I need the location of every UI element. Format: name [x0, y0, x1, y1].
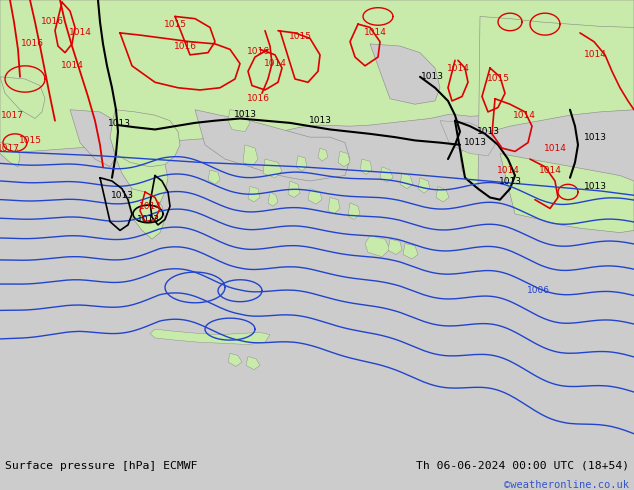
Polygon shape	[0, 0, 634, 17]
Polygon shape	[208, 170, 220, 184]
Text: 1014: 1014	[496, 166, 519, 174]
Text: 1013: 1013	[233, 110, 257, 119]
Polygon shape	[0, 143, 20, 167]
Polygon shape	[110, 110, 180, 167]
Text: 1013: 1013	[108, 120, 131, 128]
Polygon shape	[328, 197, 340, 214]
Polygon shape	[128, 189, 165, 239]
Polygon shape	[228, 353, 242, 367]
Text: 1014: 1014	[543, 144, 566, 152]
Text: 1014: 1014	[512, 111, 536, 120]
Text: Th 06-06-2024 00:00 UTC (18+54): Th 06-06-2024 00:00 UTC (18+54)	[416, 461, 629, 471]
Text: 1014: 1014	[583, 50, 607, 59]
Text: 1015: 1015	[288, 32, 311, 41]
Text: 1014: 1014	[446, 64, 469, 73]
Text: 1014: 1014	[139, 202, 162, 211]
Text: 1016: 1016	[174, 42, 197, 50]
Polygon shape	[263, 159, 282, 178]
Polygon shape	[246, 357, 260, 370]
Text: 1016: 1016	[247, 94, 269, 103]
Polygon shape	[243, 145, 258, 167]
Text: 1013: 1013	[498, 176, 522, 186]
Polygon shape	[268, 192, 278, 206]
Polygon shape	[348, 203, 360, 220]
Polygon shape	[365, 236, 390, 257]
Polygon shape	[403, 244, 418, 259]
Text: 1013: 1013	[583, 133, 607, 142]
Text: 1014: 1014	[61, 61, 84, 71]
Polygon shape	[440, 121, 495, 156]
Polygon shape	[360, 159, 372, 174]
Polygon shape	[296, 156, 307, 171]
Text: 1017: 1017	[0, 144, 20, 152]
Polygon shape	[0, 77, 45, 119]
Text: 1015: 1015	[486, 74, 510, 83]
Text: 1014: 1014	[363, 28, 387, 37]
Polygon shape	[500, 153, 634, 233]
Text: 1014: 1014	[538, 166, 562, 174]
Text: 1015: 1015	[164, 20, 186, 28]
Text: 1017: 1017	[1, 111, 23, 120]
Text: 1014: 1014	[264, 59, 287, 68]
Text: 1015: 1015	[18, 136, 41, 145]
Text: 1013: 1013	[309, 116, 332, 125]
Polygon shape	[150, 329, 270, 344]
Text: 1013: 1013	[477, 127, 500, 136]
Polygon shape	[288, 181, 300, 197]
Text: 1016: 1016	[41, 18, 63, 26]
Text: 1013: 1013	[136, 215, 160, 224]
Polygon shape	[112, 132, 168, 208]
Text: 1013: 1013	[420, 73, 444, 81]
Text: 1013: 1013	[110, 191, 134, 200]
Polygon shape	[418, 178, 430, 193]
Text: 1016: 1016	[247, 47, 269, 56]
Polygon shape	[70, 110, 120, 167]
Polygon shape	[318, 148, 328, 161]
Text: Surface pressure [hPa] ECMWF: Surface pressure [hPa] ECMWF	[5, 461, 198, 471]
Polygon shape	[388, 239, 402, 254]
Polygon shape	[195, 110, 350, 181]
Polygon shape	[248, 187, 260, 202]
Text: 1014: 1014	[68, 28, 91, 37]
Polygon shape	[338, 151, 350, 167]
Polygon shape	[308, 189, 322, 204]
Polygon shape	[228, 110, 250, 132]
Polygon shape	[400, 173, 413, 189]
Text: ©weatheronline.co.uk: ©weatheronline.co.uk	[504, 480, 629, 490]
Polygon shape	[0, 0, 634, 153]
Text: 1006: 1006	[526, 286, 550, 295]
Text: 1013: 1013	[463, 138, 486, 147]
Polygon shape	[380, 167, 393, 182]
Text: 1013: 1013	[583, 182, 607, 191]
Polygon shape	[370, 44, 440, 104]
Polygon shape	[436, 187, 449, 202]
Polygon shape	[460, 17, 634, 189]
Text: 1016: 1016	[20, 39, 44, 49]
